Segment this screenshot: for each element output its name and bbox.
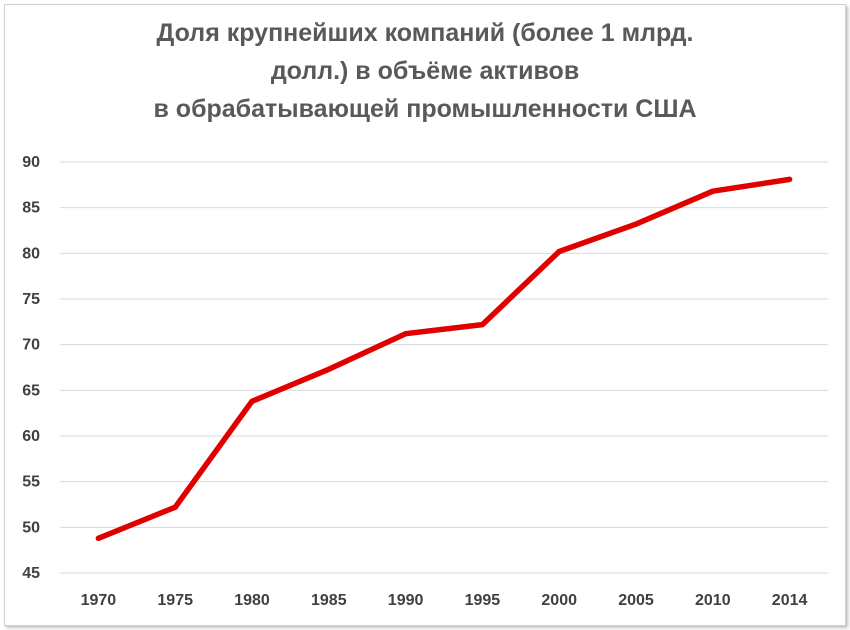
x-tick-label: 1995 (465, 592, 501, 609)
y-tick-label: 75 (22, 291, 40, 308)
y-tick-label: 70 (22, 337, 40, 354)
data-point (710, 188, 716, 194)
series-layer (95, 176, 793, 542)
data-point (95, 535, 101, 541)
y-tick-label: 55 (22, 474, 40, 491)
x-tick-label: 1990 (388, 592, 424, 609)
data-point (403, 331, 409, 337)
series-line (95, 176, 793, 542)
x-tick-label: 1970 (81, 592, 117, 609)
y-tick-label: 90 (22, 154, 40, 171)
data-point (556, 249, 562, 255)
data-point (479, 322, 485, 328)
data-point (787, 176, 793, 182)
data-point (172, 504, 178, 510)
chart-title-line-1: Доля крупнейших компаний (более 1 млрд. (156, 19, 694, 47)
x-axis-ticks: 1970 1975 1980 1985 1990 1995 2000 2005 2010 2014 (81, 592, 808, 609)
y-axis-ticks: 45 50 55 60 65 70 75 80 85 90 (22, 154, 40, 582)
chart-title-line-2: долл.) в объёме активов (270, 57, 580, 85)
y-tick-label: 80 (22, 245, 40, 262)
data-point (633, 221, 639, 227)
y-tick-label: 65 (22, 382, 40, 399)
x-tick-label: 2014 (772, 592, 808, 609)
x-tick-label: 2005 (618, 592, 654, 609)
x-tick-label: 1980 (234, 592, 270, 609)
data-point (249, 398, 255, 404)
y-tick-label: 85 (22, 200, 40, 217)
y-tick-label: 50 (22, 519, 40, 536)
chart-title-line-3: в обрабатывающей промышленности США (153, 95, 697, 123)
y-tick-label: 45 (22, 565, 40, 582)
gridlines (60, 161, 828, 574)
chart-title: Доля крупнейших компаний (более 1 млрд. … (0, 14, 850, 128)
x-tick-label: 1985 (311, 592, 347, 609)
x-tick-label: 1975 (157, 592, 193, 609)
x-tick-label: 2010 (695, 592, 731, 609)
data-point (326, 366, 332, 372)
x-tick-label: 2000 (541, 592, 577, 609)
y-tick-label: 60 (22, 428, 40, 445)
